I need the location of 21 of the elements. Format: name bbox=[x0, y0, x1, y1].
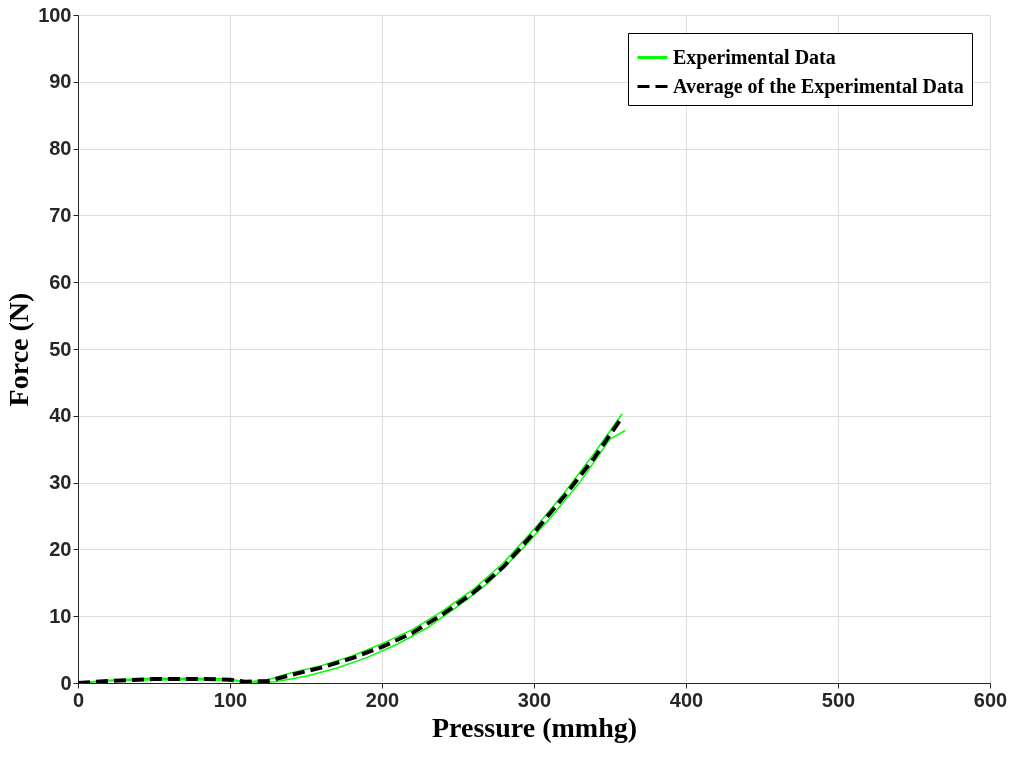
y-axis-title: Force (N) bbox=[3, 292, 35, 407]
x-axis-title: Pressure (mmhg) bbox=[431, 711, 638, 743]
legend-label: Average of the Experimental Data bbox=[673, 74, 964, 98]
x-tick-label: 400 bbox=[669, 688, 704, 711]
y-tick-label: 100 bbox=[38, 3, 72, 26]
y-tick-label: 70 bbox=[49, 203, 72, 226]
x-tick-label: 500 bbox=[821, 688, 856, 711]
x-tick-label: 200 bbox=[365, 688, 400, 711]
x-tick-label: 300 bbox=[517, 688, 552, 711]
x-tick-label: 600 bbox=[973, 688, 1008, 711]
y-tick-label: 30 bbox=[49, 471, 72, 494]
y-tick-label: 0 bbox=[60, 671, 72, 694]
legend-label: Experimental Data bbox=[673, 45, 836, 69]
y-tick-label: 60 bbox=[49, 270, 72, 293]
y-tick-label: 20 bbox=[49, 537, 72, 560]
y-tick-label: 50 bbox=[49, 337, 72, 360]
y-tick-label: 10 bbox=[49, 604, 72, 627]
x-tick-label: 100 bbox=[213, 688, 248, 711]
y-tick-label: 40 bbox=[49, 404, 72, 427]
y-tick-label: 90 bbox=[49, 70, 72, 93]
y-tick-label: 80 bbox=[49, 137, 72, 160]
